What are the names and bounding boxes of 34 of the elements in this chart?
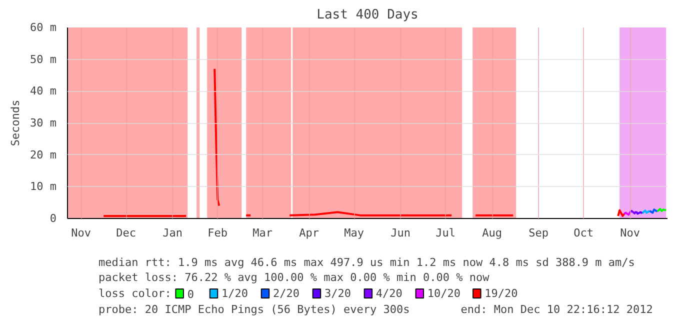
- legend-title: loss color:: [98, 287, 172, 300]
- text: probe: 20 ICMP Echo Pings (56 Bytes) every 300s: [98, 303, 410, 316]
- legend-label: 19/20: [484, 287, 518, 300]
- text: end: Mon Dec 10 22:16:12 2012: [460, 303, 653, 316]
- x-tick-label: Dec: [116, 226, 136, 240]
- y-tick-label: 10 m: [30, 180, 57, 194]
- x-tick-label: Aug: [482, 226, 502, 240]
- x-tick-label: Oct: [574, 226, 594, 240]
- x-tick-label: Sep: [528, 226, 549, 240]
- x-tick-label: Jun: [390, 226, 411, 240]
- y-tick-label: 0: [50, 212, 56, 225]
- x-tick-label: May: [344, 226, 364, 240]
- y-axis-title: Seconds: [9, 100, 22, 146]
- legend-label: 3/20: [324, 287, 351, 300]
- legend-label: 2/20: [272, 287, 300, 300]
- text: median rtt: 1.9 ms avg 46.6 ms max 497.9 us min 1.2 ms now 4.8 ms sd 388.9 m am/s: [98, 256, 635, 269]
- y-tick-label: 20 m: [30, 148, 57, 162]
- x-tick-label: Feb: [208, 226, 228, 240]
- x-tick-label: Nov: [620, 226, 640, 240]
- text: packet loss: 76.22 % avg 100.00 % max 0.00 % min 0.00 % now: [98, 271, 490, 284]
- x-tick-label: Jan: [162, 226, 183, 240]
- y-tick-label: 30 m: [30, 116, 57, 130]
- legend-label: 10/20: [427, 287, 461, 300]
- x-tick-label: Jul: [436, 226, 456, 240]
- x-tick-label: Mar: [252, 226, 273, 240]
- x-tick-label: Nov: [71, 226, 92, 240]
- x-tick-label: Apr: [299, 226, 320, 240]
- legend-label: 1/20: [222, 287, 248, 300]
- legend-label: 0: [187, 288, 194, 301]
- chart-title: Last 400 Days: [316, 8, 418, 22]
- legend-label: 4/20: [376, 287, 402, 300]
- y-tick-label: 50 m: [30, 52, 57, 66]
- y-tick-label: 60 m: [30, 21, 57, 34]
- y-tick-label: 40 m: [30, 84, 57, 98]
